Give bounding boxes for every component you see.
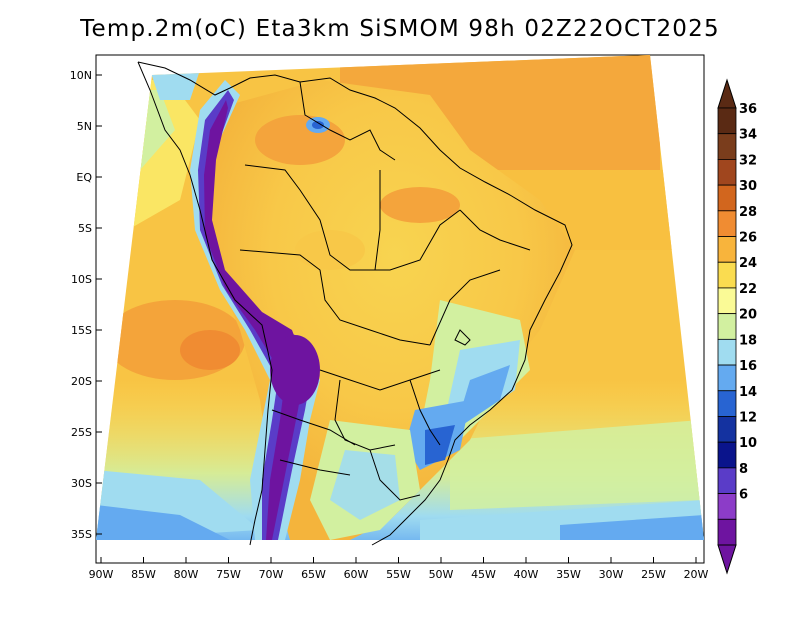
colorbar-label: 28 [739, 205, 757, 220]
lat-label: 35S [71, 528, 92, 541]
colorbar: 36 34 32 30 28 26 24 22 20 18 16 14 12 10 8 6 [717, 78, 757, 575]
map-title: Temp.2m(oC) Eta3km SiSMOM 98h 02Z22OCT20… [80, 16, 720, 42]
lon-label: 90W [89, 568, 114, 581]
lon-label: 40W [514, 568, 539, 581]
colorbar-segment [717, 236, 737, 263]
colorbar-label: 36 [739, 102, 757, 117]
colorbar-segment [717, 313, 737, 340]
colorbar-segment [717, 210, 737, 237]
colorbar-segment [717, 493, 737, 520]
lon-label: 70W [259, 568, 284, 581]
colorbar-label: 12 [739, 410, 757, 425]
colorbar-label: 14 [739, 385, 757, 400]
colorbar-label: 34 [739, 128, 757, 143]
colorbar-label: 18 [739, 333, 757, 348]
latitude-axis: 10N 5N EQ 5S 10S 15S 20S 25S 30S 35S [70, 69, 102, 541]
colorbar-segment [717, 107, 737, 135]
colorbar-segment [717, 338, 737, 366]
coastlines [137, 61, 573, 546]
lat-label: 30S [71, 477, 92, 490]
colorbar-label: 20 [739, 308, 757, 323]
colorbar-bottom-arrow [717, 544, 737, 575]
lon-label: 60W [344, 568, 369, 581]
lon-label: 55W [386, 568, 411, 581]
colorbar-segment [717, 133, 737, 160]
lat-label: 25S [71, 426, 92, 439]
lon-label: 30W [599, 568, 624, 581]
colorbar-segment [717, 364, 737, 392]
lon-label: 65W [301, 568, 326, 581]
lat-label: 10N [70, 69, 92, 82]
colorbar-label: 32 [739, 153, 757, 168]
lon-label: 20W [684, 568, 709, 581]
lon-label: 35W [556, 568, 581, 581]
colorbar-label: 24 [739, 256, 757, 271]
lon-label: 75W [216, 568, 241, 581]
colorbar-label: 16 [739, 359, 757, 374]
colorbar-label: 22 [739, 282, 757, 297]
colorbar-label: 10 [739, 436, 757, 451]
colorbar-segment [717, 159, 737, 186]
colorbar-segment [717, 467, 737, 494]
colorbar-segment [717, 416, 737, 443]
lat-label: 5S [78, 222, 92, 235]
lon-label: 50W [429, 568, 454, 581]
lat-label: 10S [71, 273, 92, 286]
colorbar-segment [717, 287, 737, 315]
colorbar-segment [717, 441, 737, 469]
lat-label: 15S [71, 324, 92, 337]
colorbar-segment [717, 184, 737, 212]
lat-label: 20S [71, 375, 92, 388]
colorbar-segment [717, 518, 737, 546]
colorbar-label: 26 [739, 231, 757, 246]
colorbar-label: 8 [739, 462, 748, 477]
longitude-axis: 90W 85W 80W 75W 70W 65W 60W 55W 50W 45W 40W 35W 30W 2… [89, 557, 709, 581]
temperature-field [96, 55, 704, 540]
lon-label: 25W [641, 568, 666, 581]
lon-label: 80W [174, 568, 199, 581]
colorbar-segment [717, 390, 737, 417]
colorbar-segment [717, 261, 737, 289]
colorbar-label: 6 [739, 488, 748, 503]
colorbar-top-arrow [717, 78, 737, 109]
colorbar-label: 30 [739, 179, 757, 194]
lon-label: 45W [471, 568, 496, 581]
lat-label: EQ [76, 171, 92, 184]
lon-label: 85W [131, 568, 156, 581]
lat-label: 5N [77, 120, 92, 133]
